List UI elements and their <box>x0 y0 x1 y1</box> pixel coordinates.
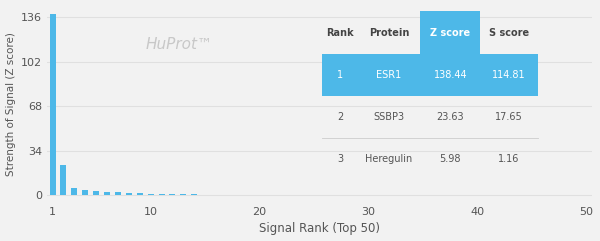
Text: HuProt™: HuProt™ <box>145 37 212 52</box>
Bar <box>115 193 121 195</box>
Bar <box>126 193 132 195</box>
Bar <box>421 12 481 54</box>
Text: S score: S score <box>489 27 529 38</box>
Bar <box>181 194 187 195</box>
X-axis label: Signal Rank (Top 50): Signal Rank (Top 50) <box>259 222 380 235</box>
Text: 5.98: 5.98 <box>440 154 461 164</box>
Bar <box>61 165 67 195</box>
Text: 2: 2 <box>337 112 343 122</box>
Text: Rank: Rank <box>326 27 354 38</box>
Text: 138.44: 138.44 <box>434 70 467 80</box>
Text: Heregulin: Heregulin <box>365 154 413 164</box>
Text: 17.65: 17.65 <box>495 112 523 122</box>
Text: Z score: Z score <box>430 27 470 38</box>
Bar <box>322 54 538 96</box>
Text: SSBP3: SSBP3 <box>374 112 404 122</box>
Text: 1.16: 1.16 <box>498 154 520 164</box>
Bar <box>104 192 110 195</box>
Text: Protein: Protein <box>369 27 409 38</box>
Bar <box>148 194 154 195</box>
Bar <box>137 193 143 195</box>
Bar <box>158 194 164 195</box>
Bar <box>191 194 197 195</box>
Bar <box>82 190 88 195</box>
Bar <box>71 188 77 195</box>
Text: ESR1: ESR1 <box>376 70 402 80</box>
Bar <box>93 191 99 195</box>
Bar <box>50 14 56 195</box>
Y-axis label: Strength of Signal (Z score): Strength of Signal (Z score) <box>5 32 16 176</box>
Text: 3: 3 <box>337 154 343 164</box>
Bar <box>169 194 175 195</box>
Text: 114.81: 114.81 <box>492 70 526 80</box>
Text: 23.63: 23.63 <box>437 112 464 122</box>
Text: 1: 1 <box>337 70 343 80</box>
